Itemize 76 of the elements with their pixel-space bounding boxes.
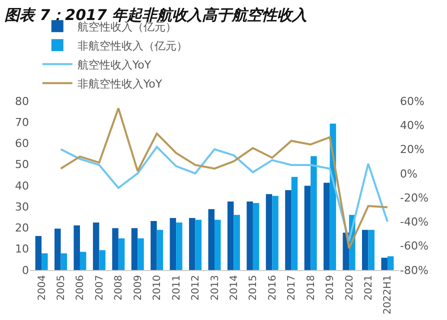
line-series <box>60 107 388 250</box>
x-tick-label: 2019 <box>325 275 336 300</box>
bar <box>92 222 100 270</box>
y-tick-label: 0 <box>22 264 29 277</box>
bar <box>176 222 182 270</box>
x-tick-label: 2007 <box>94 275 106 300</box>
bar <box>368 230 374 270</box>
x-tick-label: 2015 <box>248 275 260 300</box>
y-tick-label: 20 <box>15 222 29 235</box>
bar <box>118 238 125 270</box>
line-series <box>60 146 388 242</box>
y2-tick-label: -40% <box>400 216 428 229</box>
bar <box>74 225 80 270</box>
y-tick-label: 70 <box>15 116 29 129</box>
y2-tick-label: 0% <box>400 167 418 180</box>
bar <box>99 250 106 270</box>
x-tick-label: 2014 <box>228 275 240 300</box>
bar <box>272 196 278 270</box>
bar <box>195 220 202 270</box>
bar <box>214 220 221 270</box>
bar <box>304 186 311 270</box>
bar <box>362 230 368 270</box>
x-tick-label: 2017 <box>286 275 298 300</box>
bar <box>285 190 292 270</box>
bar <box>291 176 298 270</box>
x-tick-label: 2013 <box>210 275 221 300</box>
x-tick-label: 2018 <box>306 275 317 300</box>
bar <box>381 258 388 270</box>
x-tick-label: 2012 <box>190 275 202 300</box>
bar <box>246 202 253 270</box>
y-tick-label: 10 <box>15 242 29 256</box>
x-tick-label: 2006 <box>75 275 86 300</box>
bar <box>252 203 260 270</box>
bar <box>150 220 157 270</box>
bar <box>324 182 330 270</box>
bar <box>54 228 61 270</box>
y2-tick-label: -20% <box>400 191 428 204</box>
bar <box>80 252 86 270</box>
x-tick-label: 2022H1 <box>382 275 394 314</box>
bar <box>170 218 176 270</box>
y2-tick-label: -60% <box>400 240 428 253</box>
bar <box>227 202 234 270</box>
legend-label: 非航空性收入YoY <box>77 77 162 90</box>
legend-label: 航空性收入YoY <box>77 58 152 72</box>
bar <box>138 238 144 270</box>
bar <box>42 253 48 270</box>
y-tick-label: 40 <box>15 179 29 192</box>
y2-tick-label: 60% <box>400 94 424 108</box>
bar <box>131 228 138 270</box>
y2-tick-label: 40% <box>400 118 424 132</box>
y-tick-label: 50 <box>15 158 29 172</box>
bar <box>189 218 196 270</box>
x-tick-label: 2009 <box>132 275 144 300</box>
bar <box>35 236 42 270</box>
y-tick-label: 30 <box>15 200 29 214</box>
bar <box>387 256 394 270</box>
y-tick-label: 80 <box>15 94 29 108</box>
y2-tick-label: 20% <box>400 143 424 156</box>
x-tick-label: 2016 <box>267 275 278 300</box>
bar <box>60 253 67 270</box>
x-tick-label: 2004 <box>36 275 48 300</box>
x-tick-label: 2011 <box>171 275 182 300</box>
bar <box>310 156 317 270</box>
bar <box>234 214 240 270</box>
x-tick-label: 2021 <box>364 275 374 300</box>
bar <box>208 209 214 270</box>
bar <box>112 228 118 270</box>
x-tick-label: 2008 <box>114 275 125 300</box>
bar <box>266 194 272 270</box>
x-tick-label: 2020 <box>344 275 356 300</box>
y2-tick-label: -80% <box>400 264 428 277</box>
legend-label: 非航空性收入（亿元） <box>77 39 188 52</box>
x-tick-label: 2010 <box>152 275 164 300</box>
y-tick-label: 60 <box>15 137 29 150</box>
x-tick-label: 2005 <box>56 275 67 300</box>
bar <box>156 230 164 270</box>
